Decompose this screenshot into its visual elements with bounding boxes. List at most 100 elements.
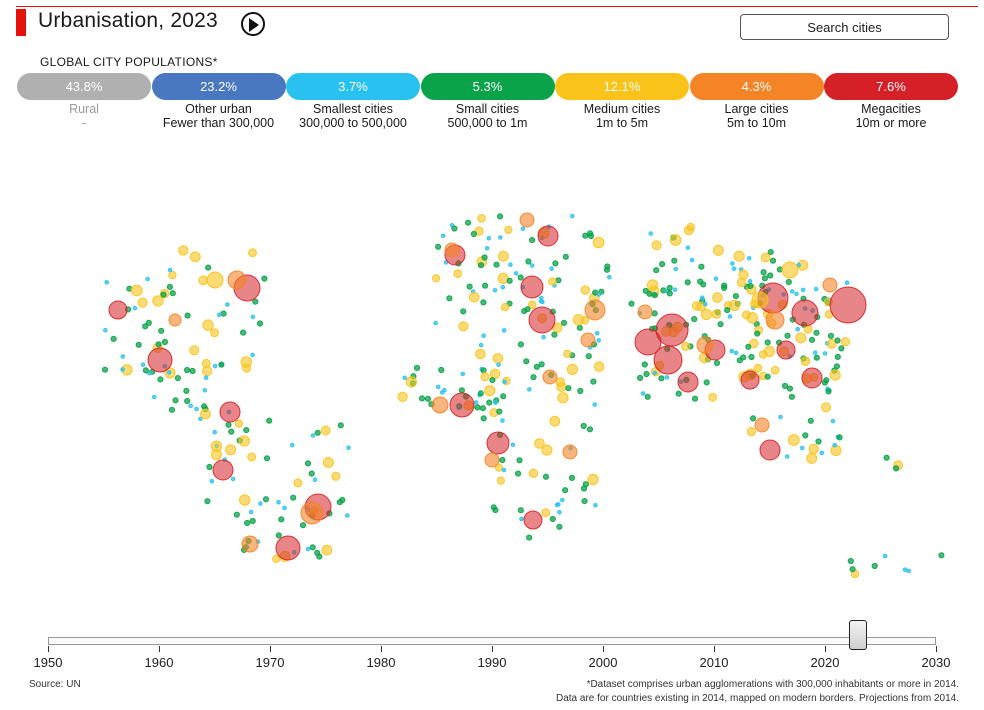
city-bubble[interactable]: [460, 308, 467, 315]
city-bubble[interactable]: [276, 499, 281, 505]
city-bubble[interactable]: [784, 332, 791, 339]
city-bubble[interactable]: [548, 277, 557, 286]
city-bubble[interactable]: [596, 338, 602, 343]
city-bubble[interactable]: [795, 332, 807, 344]
city-bubble[interactable]: [746, 256, 752, 261]
city-bubble[interactable]: [669, 234, 682, 246]
city-bubble[interactable]: [658, 375, 665, 382]
city-bubble[interactable]: [433, 320, 438, 326]
city-bubble[interactable]: [767, 249, 774, 256]
city-bubble[interactable]: [444, 242, 460, 258]
city-bubble[interactable]: [189, 345, 200, 356]
city-bubble[interactable]: [847, 557, 854, 565]
city-bubble[interactable]: [523, 510, 543, 530]
city-bubble[interactable]: [541, 444, 553, 456]
city-bubble[interactable]: [659, 261, 666, 268]
city-bubble[interactable]: [230, 476, 236, 482]
city-bubble[interactable]: [813, 354, 820, 361]
city-bubble[interactable]: [345, 513, 350, 518]
city-bubble[interactable]: [145, 319, 152, 327]
city-bubble[interactable]: [821, 379, 829, 386]
city-bubble[interactable]: [238, 435, 250, 447]
city-bubble[interactable]: [764, 373, 771, 380]
city-bubble[interactable]: [525, 258, 532, 265]
city-bubble[interactable]: [689, 257, 695, 263]
city-bubble[interactable]: [248, 248, 257, 258]
city-bubble[interactable]: [560, 497, 565, 503]
city-bubble[interactable]: [278, 516, 285, 523]
city-bubble[interactable]: [703, 379, 710, 386]
city-bubble[interactable]: [145, 276, 150, 282]
city-bubble[interactable]: [751, 291, 769, 309]
city-bubble[interactable]: [592, 402, 598, 407]
city-bubble[interactable]: [147, 347, 173, 373]
city-bubble[interactable]: [184, 397, 191, 405]
city-bubble[interactable]: [822, 277, 838, 293]
city-bubble[interactable]: [161, 338, 168, 346]
city-bubble[interactable]: [132, 305, 138, 311]
city-bubble[interactable]: [549, 515, 556, 523]
city-bubble[interactable]: [565, 385, 572, 392]
city-bubble[interactable]: [262, 496, 270, 503]
city-bubble[interactable]: [604, 263, 611, 270]
city-bubble[interactable]: [189, 251, 201, 263]
play-button[interactable]: [241, 12, 265, 36]
city-bubble[interactable]: [157, 376, 164, 383]
city-bubble[interactable]: [168, 406, 175, 413]
city-bubble[interactable]: [826, 338, 837, 349]
city-bubble[interactable]: [746, 427, 757, 437]
city-bubble[interactable]: [673, 266, 679, 272]
city-bubble[interactable]: [478, 342, 484, 348]
city-bubble[interactable]: [261, 275, 268, 282]
city-bubble[interactable]: [528, 468, 539, 478]
city-bubble[interactable]: [580, 285, 590, 295]
city-bubble[interactable]: [308, 470, 315, 477]
city-bubble[interactable]: [731, 266, 737, 271]
city-bubble[interactable]: [581, 498, 588, 505]
city-bubble[interactable]: [563, 349, 572, 358]
city-bubble[interactable]: [266, 417, 273, 424]
city-bubble[interactable]: [555, 277, 562, 284]
city-bubble[interactable]: [486, 431, 510, 455]
city-bubble[interactable]: [754, 417, 770, 433]
legend-category-mega[interactable]: 7.6% Megacities 10m or more: [824, 73, 958, 130]
city-bubble[interactable]: [712, 292, 723, 303]
city-bubble[interactable]: [666, 290, 673, 297]
city-bubble[interactable]: [671, 257, 678, 264]
city-bubble[interactable]: [250, 352, 255, 358]
city-bubble[interactable]: [120, 367, 125, 372]
city-bubble[interactable]: [169, 290, 176, 297]
city-bubble[interactable]: [477, 214, 486, 223]
city-bubble[interactable]: [130, 284, 143, 297]
city-bubble[interactable]: [827, 332, 835, 339]
city-bubble[interactable]: [819, 450, 825, 456]
city-bubble[interactable]: [198, 416, 203, 422]
city-bubble[interactable]: [397, 391, 408, 403]
city-bubble[interactable]: [321, 544, 333, 556]
city-bubble[interactable]: [789, 289, 795, 294]
city-bubble[interactable]: [314, 429, 321, 436]
city-bubble[interactable]: [533, 363, 540, 370]
city-bubble[interactable]: [570, 213, 575, 219]
city-bubble[interactable]: [217, 312, 222, 318]
city-bubble[interactable]: [568, 474, 576, 481]
city-bubble[interactable]: [764, 339, 771, 346]
world-city-map[interactable]: [0, 195, 984, 595]
city-bubble[interactable]: [653, 267, 660, 274]
city-bubble[interactable]: [120, 354, 126, 359]
city-bubble[interactable]: [205, 264, 212, 271]
city-bubble[interactable]: [593, 361, 605, 372]
city-bubble[interactable]: [252, 298, 259, 305]
city-bubble[interactable]: [158, 327, 165, 334]
city-bubble[interactable]: [516, 457, 523, 464]
city-bubble[interactable]: [468, 292, 480, 303]
city-bubble[interactable]: [721, 284, 728, 292]
legend-category-smallest[interactable]: 3.7% Smallest cities 300,000 to 500,000: [286, 73, 420, 130]
city-bubble[interactable]: [542, 369, 558, 385]
city-bubble[interactable]: [239, 494, 251, 506]
city-bubble[interactable]: [537, 225, 559, 247]
city-bubble[interactable]: [696, 336, 714, 354]
city-bubble[interactable]: [727, 314, 733, 319]
city-bubble[interactable]: [730, 261, 735, 266]
city-bubble[interactable]: [220, 310, 227, 317]
